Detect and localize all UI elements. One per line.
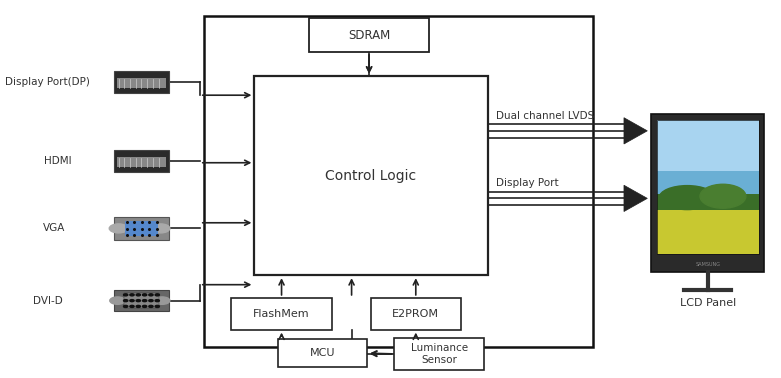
Text: E2PROM: E2PROM	[392, 309, 439, 319]
FancyBboxPatch shape	[125, 220, 158, 236]
Circle shape	[142, 294, 147, 296]
Polygon shape	[624, 185, 647, 212]
FancyBboxPatch shape	[657, 120, 758, 171]
Text: FlashMem: FlashMem	[253, 309, 310, 319]
Circle shape	[123, 305, 128, 307]
FancyBboxPatch shape	[651, 114, 764, 271]
Circle shape	[152, 224, 170, 233]
Circle shape	[123, 300, 128, 302]
FancyBboxPatch shape	[371, 298, 461, 330]
FancyBboxPatch shape	[117, 78, 166, 88]
FancyBboxPatch shape	[117, 157, 166, 167]
FancyBboxPatch shape	[114, 217, 169, 240]
Circle shape	[149, 300, 153, 302]
FancyBboxPatch shape	[657, 203, 758, 254]
Ellipse shape	[659, 186, 715, 209]
Circle shape	[155, 297, 170, 304]
Circle shape	[130, 305, 134, 307]
FancyBboxPatch shape	[308, 18, 430, 52]
Text: HDMI: HDMI	[45, 156, 72, 166]
Ellipse shape	[700, 184, 746, 208]
FancyBboxPatch shape	[114, 150, 169, 172]
Text: Display Port(DP): Display Port(DP)	[5, 77, 89, 87]
Text: SDRAM: SDRAM	[348, 29, 390, 42]
FancyBboxPatch shape	[255, 76, 488, 275]
Text: VGA: VGA	[43, 223, 65, 233]
FancyBboxPatch shape	[657, 120, 758, 203]
Circle shape	[149, 305, 153, 307]
FancyBboxPatch shape	[657, 194, 758, 209]
Circle shape	[142, 300, 147, 302]
Text: Control Logic: Control Logic	[326, 169, 416, 183]
FancyBboxPatch shape	[114, 290, 169, 311]
Circle shape	[109, 224, 128, 233]
Circle shape	[136, 294, 141, 296]
Circle shape	[123, 294, 128, 296]
FancyBboxPatch shape	[278, 339, 367, 367]
FancyBboxPatch shape	[114, 71, 169, 93]
Text: SAMSUNG: SAMSUNG	[695, 262, 720, 267]
Circle shape	[130, 294, 134, 296]
Text: Dual channel LVDS: Dual channel LVDS	[496, 111, 594, 121]
Circle shape	[149, 294, 153, 296]
FancyBboxPatch shape	[394, 338, 484, 370]
Circle shape	[155, 294, 159, 296]
FancyBboxPatch shape	[231, 298, 332, 330]
Text: LCD Panel: LCD Panel	[679, 299, 736, 308]
Text: Luminance
Sensor: Luminance Sensor	[411, 343, 468, 365]
Circle shape	[155, 300, 159, 302]
Text: DVI-D: DVI-D	[33, 296, 62, 306]
Text: Display Port: Display Port	[496, 178, 558, 188]
Circle shape	[136, 305, 141, 307]
FancyBboxPatch shape	[204, 16, 593, 347]
FancyBboxPatch shape	[124, 293, 159, 308]
Circle shape	[136, 300, 141, 302]
Polygon shape	[624, 118, 647, 144]
Text: MCU: MCU	[309, 348, 335, 358]
Circle shape	[142, 305, 147, 307]
Circle shape	[130, 300, 134, 302]
Circle shape	[155, 305, 159, 307]
Circle shape	[110, 297, 125, 304]
